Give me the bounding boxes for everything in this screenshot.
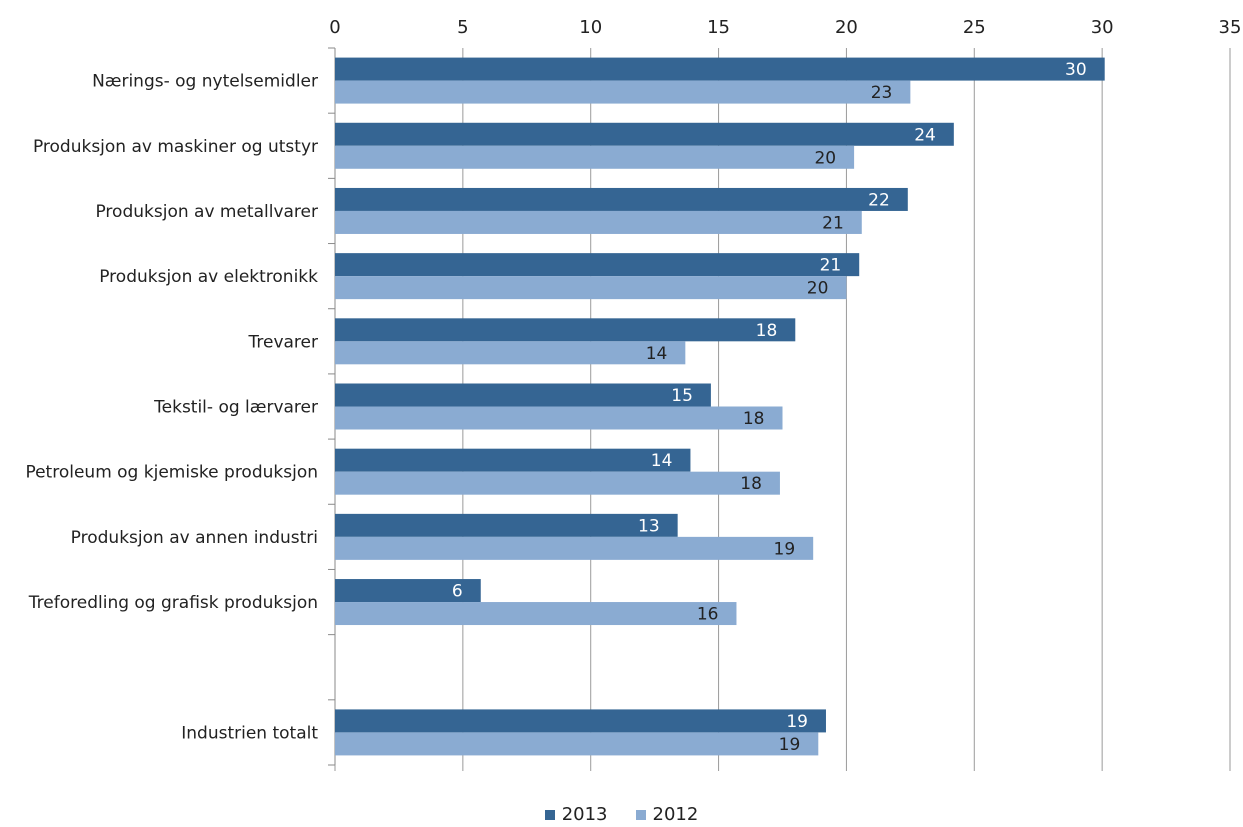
data-label-2013: 6 <box>452 582 463 602</box>
legend-item-2012: 2012 <box>635 804 699 825</box>
data-label-2012: 20 <box>814 148 836 168</box>
category-label: Tekstil- og lærvarer <box>153 398 318 418</box>
data-label-2013: 21 <box>820 256 842 276</box>
bar-2012 <box>335 471 780 495</box>
category-label: Nærings- og nytelsemidler <box>92 72 318 92</box>
legend-swatch-2013 <box>544 809 555 820</box>
bar-chart: 0 5 10 15 20 25 30 35 Nærings- og nytelsemidler P… <box>25 17 1242 771</box>
category-label: Industrien totalt <box>181 723 318 743</box>
data-label-2013: 19 <box>786 712 808 732</box>
bar-2012 <box>335 602 737 626</box>
x-tick-label: 5 <box>457 17 468 38</box>
legend-label-2013: 2013 <box>561 804 608 825</box>
data-label-2012: 18 <box>743 409 765 429</box>
data-label-2013: 14 <box>651 451 673 471</box>
bar-2013 <box>335 187 908 211</box>
data-label-2012: 14 <box>646 344 668 364</box>
data-label-2012: 23 <box>871 83 893 103</box>
category-label: Produksjon av elektronikk <box>99 267 318 287</box>
x-tick-label: 25 <box>963 17 986 38</box>
legend-label-2012: 2012 <box>652 804 699 825</box>
x-tick-label: 35 <box>1219 17 1242 38</box>
data-label-2012: 18 <box>740 474 762 494</box>
bar-2013 <box>335 513 678 537</box>
x-tick-label: 15 <box>707 17 730 38</box>
data-label-2012: 19 <box>774 539 796 559</box>
bar-2012 <box>335 341 686 365</box>
data-label-2012: 19 <box>779 735 801 755</box>
bar-2012 <box>335 210 862 234</box>
bar-2013 <box>335 383 711 407</box>
data-label-2013: 24 <box>914 125 936 145</box>
data-label-2013: 30 <box>1065 60 1087 80</box>
bar-2012 <box>335 80 911 104</box>
bar-2013 <box>335 57 1105 81</box>
data-label-2013: 13 <box>638 516 660 536</box>
bar-2012 <box>335 145 855 169</box>
x-tick-label: 10 <box>579 17 602 38</box>
category-label: Produksjon av annen industri <box>71 528 318 548</box>
bar-2013 <box>335 318 796 342</box>
bar-2013 <box>335 253 860 277</box>
category-label: Treforedling og grafisk produksjon <box>28 593 318 613</box>
bar-2012 <box>335 276 847 300</box>
bar-2012 <box>335 406 783 430</box>
category-label: Petroleum og kjemiske produksjon <box>25 463 318 483</box>
legend-swatch-2012 <box>635 809 646 820</box>
bar-2013 <box>335 709 826 733</box>
legend-item-2013: 2013 <box>544 804 608 825</box>
data-label-2013: 15 <box>671 386 693 406</box>
category-label: Trevarer <box>247 332 318 352</box>
bar-2013 <box>335 122 954 146</box>
bar-2013 <box>335 448 691 472</box>
data-label-2012: 16 <box>697 605 719 625</box>
legend: 2013 2012 <box>0 804 1243 825</box>
category-label: Produksjon av metallvarer <box>95 202 318 222</box>
category-label: Produksjon av maskiner og utstyr <box>33 137 318 157</box>
bar-2012 <box>335 732 819 756</box>
data-label-2012: 21 <box>822 213 844 233</box>
bar-2012 <box>335 536 814 560</box>
x-tick-label: 0 <box>329 17 340 38</box>
data-label-2013: 18 <box>756 321 778 341</box>
bar-2013 <box>335 579 481 603</box>
x-tick-label: 20 <box>835 17 858 38</box>
data-label-2013: 22 <box>868 190 890 210</box>
data-label-2012: 20 <box>807 279 829 299</box>
x-tick-label: 30 <box>1091 17 1114 38</box>
